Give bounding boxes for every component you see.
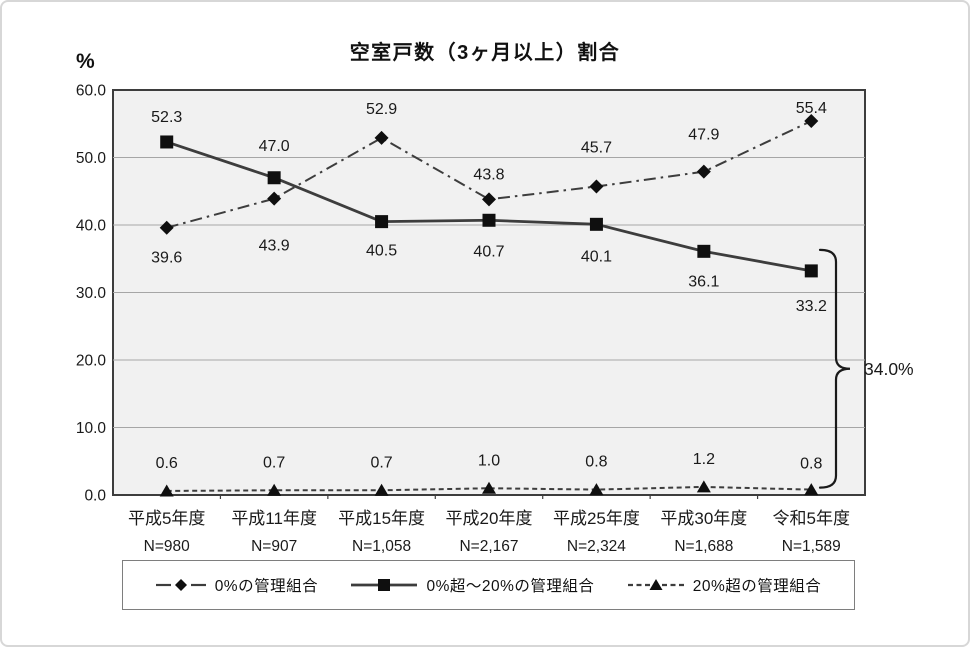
- data-label: 52.9: [366, 101, 397, 118]
- legend-item-0: 0%の管理組合: [155, 574, 319, 596]
- marker-diamond: [267, 191, 282, 206]
- marker-diamond: [159, 220, 174, 235]
- marker-square: [589, 217, 603, 231]
- data-label: 1.2: [693, 451, 715, 468]
- legend-triangle-icon: [627, 579, 684, 590]
- data-label: 47.0: [259, 138, 290, 155]
- data-label: 33.2: [796, 298, 827, 315]
- x-category-label: 平成11年度: [231, 509, 317, 528]
- marker-square: [160, 135, 174, 149]
- legend-marker-square: [378, 579, 391, 591]
- data-label: 40.5: [366, 243, 397, 260]
- legend-label: 0%の管理組合: [214, 578, 319, 595]
- marker-square: [267, 171, 281, 185]
- data-label: 45.7: [581, 140, 612, 157]
- x-sample-size-label: N=980: [144, 538, 190, 555]
- legend-marker-diamond: [174, 579, 187, 591]
- x-sample-size-label: N=1,058: [352, 538, 411, 555]
- data-label: 40.1: [581, 248, 612, 265]
- x-sample-size-label: N=2,167: [459, 538, 518, 555]
- data-label: 0.8: [585, 454, 607, 471]
- data-label: 43.9: [259, 238, 290, 255]
- y-tick-label: 40.0: [76, 218, 107, 235]
- x-sample-size-label: N=907: [251, 538, 297, 555]
- plot-area-svg: 0.0 10.0 20.0 30.0 40.0 50.0 60.0 39.6 43.9 52.9 4…: [76, 83, 914, 556]
- x-sample-size-label: N=2,324: [567, 538, 626, 555]
- y-axis-unit-label: %: [76, 50, 95, 73]
- marker-diamond: [374, 130, 389, 145]
- data-label: 36.1: [688, 273, 719, 290]
- data-label: 0.6: [156, 455, 178, 472]
- x-sample-size-label: N=1,589: [782, 538, 841, 555]
- marker-triangle: [804, 483, 819, 496]
- marker-triangle: [267, 483, 282, 496]
- marker-square: [482, 213, 496, 227]
- x-category-label: 令和5年度: [773, 509, 850, 528]
- legend-item-2: 20%超の管理組合: [627, 574, 822, 596]
- marker-diamond: [589, 179, 604, 194]
- marker-diamond: [804, 114, 819, 129]
- data-label: 43.8: [473, 166, 504, 183]
- chart-title: 空室戸数（3ヶ月以上）割合: [349, 42, 621, 64]
- x-category-label: 平成15年度: [338, 509, 425, 528]
- data-label: 0.7: [370, 454, 392, 471]
- legend-box: 0%の管理組合 0%超～20%の管理組合 20%超の管理組合: [122, 560, 855, 610]
- x-category-label: 平成25年度: [553, 509, 640, 528]
- x-category-label: 平成20年度: [446, 509, 533, 528]
- legend-diamond-icon: [155, 579, 206, 591]
- marker-triangle: [589, 483, 604, 496]
- y-tick-label: 20.0: [76, 353, 107, 370]
- marker-triangle: [482, 481, 496, 494]
- marker-triangle: [374, 483, 389, 496]
- marker-triangle: [159, 484, 174, 497]
- data-label: 1.0: [478, 452, 500, 469]
- y-tick-label: 10.0: [76, 420, 107, 437]
- legend-item-1: 0%超～20%の管理組合: [351, 574, 594, 596]
- annotation-brace: [818, 248, 851, 489]
- y-tick-label: 0.0: [84, 488, 106, 505]
- x-category-label: 平成30年度: [660, 509, 747, 528]
- x-sample-size-label: N=1,688: [674, 538, 733, 555]
- data-label: 0.7: [263, 454, 285, 471]
- marker-diamond: [696, 164, 711, 179]
- data-label: 47.9: [688, 127, 719, 144]
- data-label: 40.7: [473, 243, 504, 260]
- data-label: 0.8: [800, 456, 822, 473]
- x-category-label: 平成5年度: [128, 509, 205, 528]
- marker-diamond: [482, 192, 496, 207]
- legend-label: 20%超の管理組合: [692, 578, 822, 595]
- marker-triangle: [696, 480, 711, 493]
- data-label: 52.3: [151, 109, 182, 126]
- data-label: 39.6: [151, 250, 182, 267]
- y-tick-label: 50.0: [76, 150, 107, 167]
- data-label: 55.4: [796, 100, 827, 117]
- y-tick-label: 60.0: [76, 83, 107, 100]
- marker-square: [804, 264, 818, 278]
- legend-square-icon: [351, 579, 418, 591]
- marker-square: [375, 215, 389, 229]
- legend-label: 0%超～20%の管理組合: [426, 578, 595, 595]
- marker-square: [697, 244, 711, 258]
- annotation-label: 34.0%: [864, 359, 914, 379]
- y-tick-label: 30.0: [76, 285, 107, 302]
- legend-marker-triangle: [649, 579, 663, 590]
